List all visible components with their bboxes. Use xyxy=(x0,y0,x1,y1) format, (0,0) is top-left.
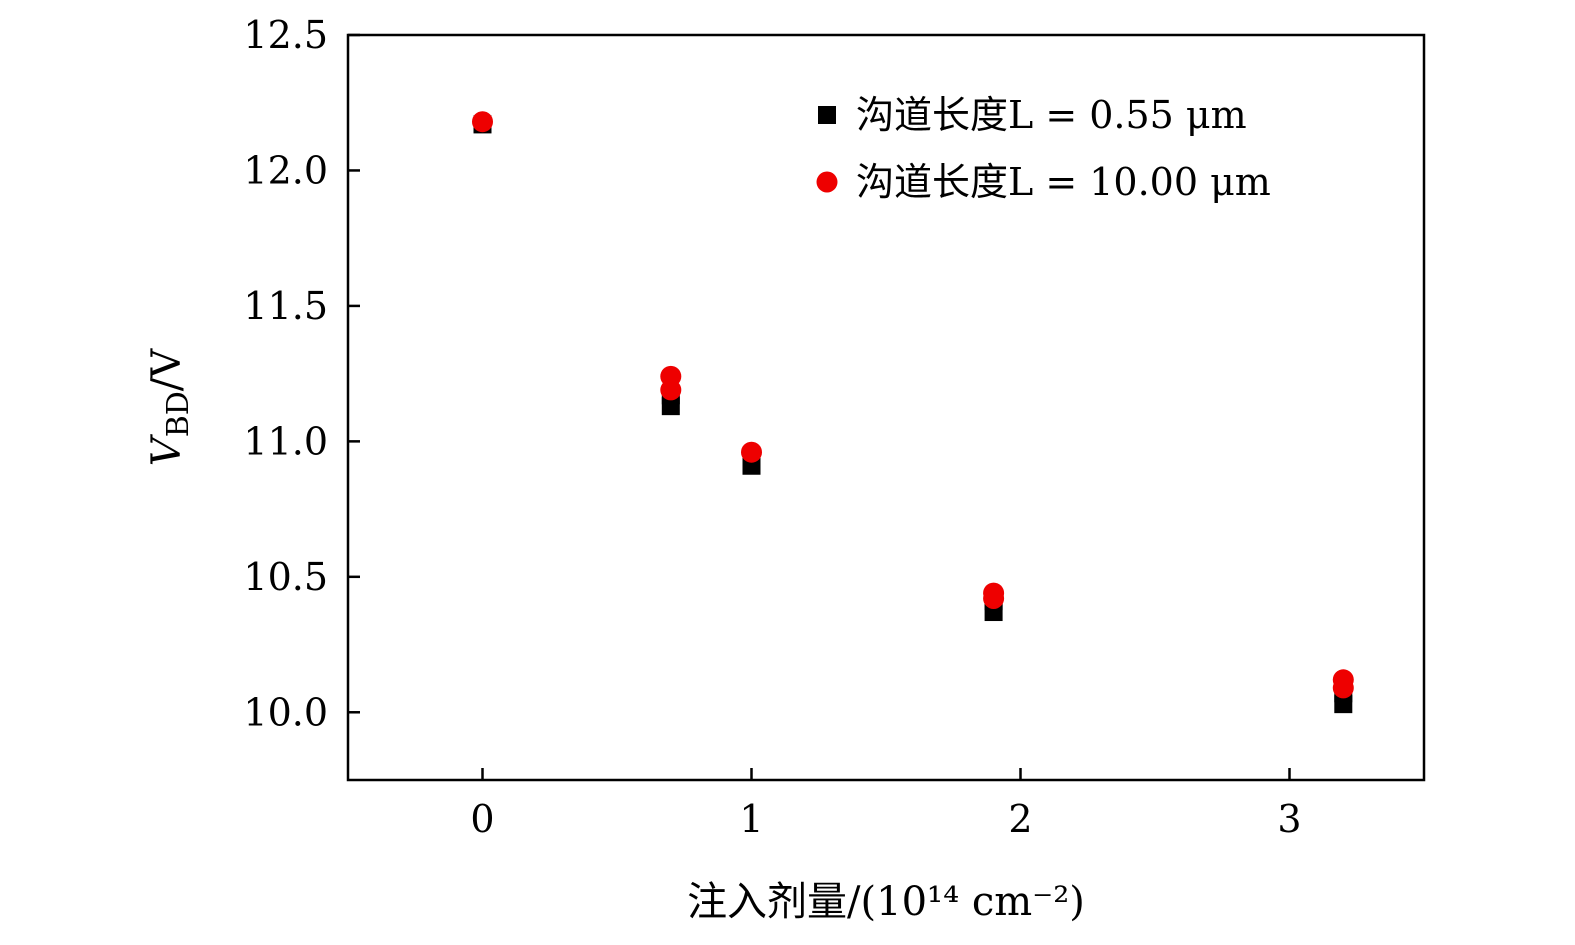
y-tick-label: 12.5 xyxy=(243,13,328,57)
y-tick-label: 10.5 xyxy=(243,555,328,599)
circle-data-point xyxy=(983,587,1005,609)
axis-tick-labels: 0 1 2 3 10.0 10.5 11.0 11.5 12.0 12.5 xyxy=(243,13,1301,841)
x-axis-label: 注入剂量/(10¹⁴ cm⁻²) xyxy=(687,879,1085,925)
axis-ticks xyxy=(348,33,1291,780)
y-tick-label: 12.0 xyxy=(243,148,328,192)
x-tick-label: 1 xyxy=(739,797,763,841)
circle-data-point xyxy=(472,111,493,133)
data-points xyxy=(472,111,1354,714)
legend-circle-marker xyxy=(816,171,838,193)
plot-frame xyxy=(346,33,1426,782)
y-axis-label-unit: /V xyxy=(144,348,190,391)
y-axis-label-main: V xyxy=(144,433,190,466)
y-axis-label: VBD/V xyxy=(144,348,196,466)
legend-label: 沟道长度L = 10.00 μm xyxy=(856,160,1271,204)
x-tick-label: 0 xyxy=(470,797,494,841)
y-tick-label: 10.0 xyxy=(243,690,328,734)
circle-data-point xyxy=(660,379,682,401)
x-tick-label: 3 xyxy=(1277,797,1301,841)
y-tick-label: 11.0 xyxy=(243,419,328,463)
x-tick-label: 2 xyxy=(1008,797,1032,841)
legend: 沟道长度L = 0.55 μm 沟道长度L = 10.00 μm xyxy=(816,93,1271,204)
circle-data-point xyxy=(1332,677,1354,699)
legend-square-marker xyxy=(818,106,836,124)
circle-data-point xyxy=(741,441,762,463)
y-tick-label: 11.5 xyxy=(243,284,328,328)
y-axis-label-subscript: BD xyxy=(161,391,196,437)
legend-label: 沟道长度L = 0.55 μm xyxy=(856,93,1247,137)
